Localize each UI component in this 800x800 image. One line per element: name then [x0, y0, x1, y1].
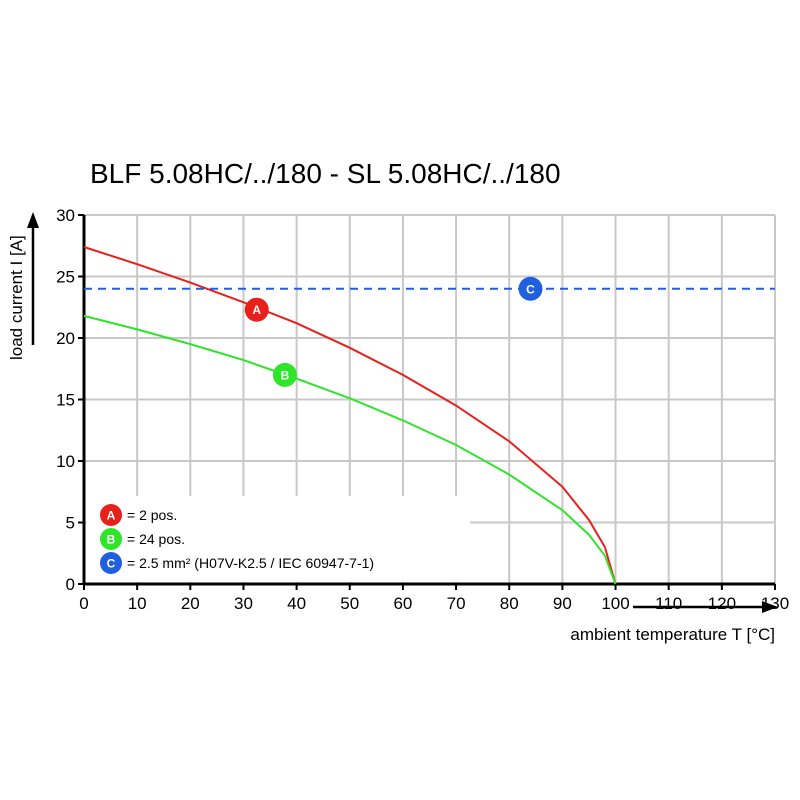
- y-tick-label: 10: [56, 452, 75, 471]
- x-tick-label: 50: [340, 594, 359, 613]
- x-tick-label: 10: [128, 594, 147, 613]
- series-marker-c-letter: C: [526, 282, 535, 296]
- y-label-arrow-icon: [27, 212, 39, 228]
- x-axis-label: ambient temperature T [°C]: [570, 625, 775, 644]
- y-tick-label: 15: [56, 391, 75, 410]
- x-tick-label: 40: [287, 594, 306, 613]
- y-tick-label: 5: [66, 514, 75, 533]
- legend-marker-c-letter: C: [107, 557, 116, 571]
- chart-title: BLF 5.08HC/../180 - SL 5.08HC/../180: [90, 158, 561, 189]
- series-line-a: [83, 246, 617, 585]
- y-tick-label: 20: [56, 329, 75, 348]
- series-marker-a-circle: [244, 297, 269, 322]
- x-tick-label: 20: [181, 594, 200, 613]
- legend-background: [86, 496, 470, 582]
- legend-label: = 2.5 mm² (H07V-K2.5 / IEC 60947-7-1): [127, 555, 374, 571]
- y-tick-label: 25: [56, 268, 75, 287]
- y-axis-label: load current I [A]: [7, 235, 26, 360]
- legend-marker-c-circle: [100, 552, 122, 574]
- x-label-arrow-icon: [762, 601, 778, 613]
- y-tick-label: 30: [56, 206, 75, 225]
- legend-marker-b-letter: B: [107, 533, 116, 547]
- x-tick-label: 80: [500, 594, 519, 613]
- series-marker-a-letter: A: [252, 303, 261, 317]
- y-tick-label: 0: [66, 575, 75, 594]
- legend-marker-b-circle: [100, 528, 122, 550]
- x-tick-label: 70: [447, 594, 466, 613]
- legend-marker-a-letter: A: [107, 509, 116, 523]
- series-line-b: [83, 314, 617, 585]
- x-tick-label: 100: [601, 594, 629, 613]
- legend-marker-a-circle: [100, 504, 122, 526]
- x-tick-label: 0: [79, 594, 88, 613]
- series-marker-b-letter: B: [281, 368, 290, 382]
- series-marker-b-circle: [272, 362, 297, 387]
- x-tick-label: 110: [655, 594, 682, 613]
- x-tick-label: 120: [708, 594, 736, 613]
- series-marker-c-circle: [518, 276, 543, 301]
- legend-label: = 2 pos.: [127, 507, 177, 523]
- legend-label: = 24 pos.: [127, 531, 185, 547]
- x-tick-label: 30: [234, 594, 253, 613]
- x-tick-label: 60: [393, 594, 412, 613]
- x-tick-label: 90: [553, 594, 572, 613]
